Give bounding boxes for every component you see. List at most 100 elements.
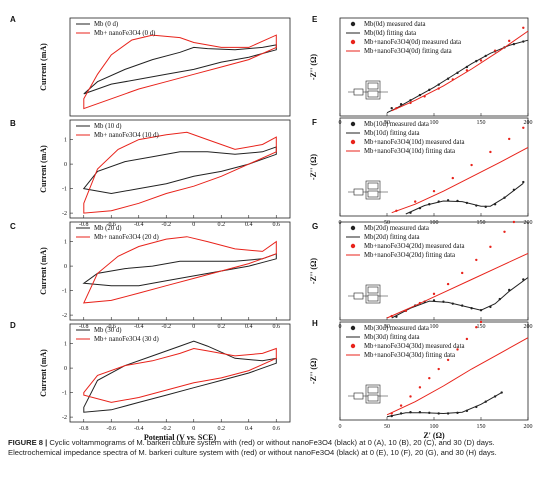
panel-g-circuit-cpe-box (365, 284, 381, 304)
panel-c-axes (69, 221, 291, 321)
panel-h-series-4-line (386, 337, 529, 416)
panel-b-ylabel: Current (mA) (39, 145, 48, 193)
panel-e-series-4-line (391, 30, 529, 112)
panel-b-legend-label: Mb (10 d) (94, 123, 122, 130)
panel-e-legend-label: Mb+nanoFe3O4(0d) measured data (364, 39, 461, 46)
panel-c-xtick-label: -0.8 (79, 324, 89, 330)
caption-text: Cyclic voltammograms of M. barkeri cultu… (8, 438, 497, 458)
panel-c-ytick-label: 0 (64, 264, 67, 270)
panel-h-series-3-point (418, 386, 422, 389)
panel-g-xtick-label: 100 (430, 324, 439, 330)
panel-g-series-3-point (432, 292, 436, 296)
panel-c-ytick-label: -1 (62, 289, 67, 295)
panel-d-series-1-line (83, 340, 277, 413)
panel-c-legend-label: Mb (20 d) (94, 225, 122, 232)
panel-b-ytick-label: 1 (64, 138, 67, 144)
panel-c-letter: C (10, 222, 16, 231)
panel-d-xtick-label: -0.8 (79, 426, 89, 432)
panel-d-ytick-label: -1 (62, 391, 67, 397)
panel-a-series-1-line (83, 44, 277, 95)
panel-a-letter: A (10, 15, 16, 24)
panel-d-xtick-label: -0.4 (134, 426, 144, 432)
panel-d-letter: D (10, 321, 16, 330)
panel-b-ytick-label: 0 (64, 162, 67, 168)
panel-b-legend-label: Mb+ nanoFe3O4 (10 d) (94, 132, 159, 139)
panel-h-legend-swatch (350, 325, 356, 331)
panel-c-ytick-label: -2 (62, 313, 67, 319)
panel-c-ylabel: Current (mA) (39, 247, 48, 295)
panel-f-legend-label: Mb(10d) measured data (364, 121, 429, 128)
panel-f-series-3-point (508, 137, 511, 141)
panel-f-series-1-point (522, 180, 525, 184)
panel-c-xtick-label: 0.6 (273, 324, 281, 330)
panel-e-legend-swatch (350, 21, 356, 27)
panel-h-legend-label: Mb+nanoFe3O4(30d) measured data (364, 343, 464, 350)
panel-b-letter: B (10, 119, 16, 128)
panel-h-circuit-cpe (367, 386, 379, 394)
figure-label: FIGURE 8 | (8, 438, 48, 447)
panel-f-legend-swatch (350, 139, 356, 145)
panel-h-letter: H (312, 319, 318, 328)
panel-h-series-3-point (409, 395, 412, 398)
panel-b-xtick-label: -0.6 (107, 222, 117, 228)
panel-f-circuit-resistor-rs (353, 188, 364, 196)
panel-a-series-2-line (83, 34, 277, 110)
panel-h-legend-swatch (350, 343, 356, 349)
panel-b-ytick-label: -2 (62, 211, 67, 217)
panel-a-axes (69, 17, 291, 117)
panel-h-legend-label: Mb(30d) measured data (364, 325, 429, 332)
panel-h-series-3-point (437, 367, 440, 371)
panel-g-letter: G (312, 222, 318, 231)
panel-b-xtick-label: 0.6 (273, 222, 281, 228)
panel-c-legend-label: Mb+ nanoFe3O4 (20 d) (94, 234, 159, 241)
panel-b-xtick-label: -0.4 (134, 222, 144, 228)
panel-g-ylabel: -Z'' (Ω) (309, 258, 318, 285)
panel-e-series-3-point (465, 69, 469, 72)
panel-h-series-3-point (456, 348, 459, 351)
panel-d-series-2-line (83, 347, 277, 403)
panel-d-axes (69, 323, 291, 423)
panel-a-legend-label: Mb+ nanoFe3O4 (0 d) (94, 30, 155, 37)
panel-d-legend-label: Mb+ nanoFe3O4 (30 d) (94, 336, 159, 343)
panel-f-legend-swatch (350, 121, 356, 127)
panel-d-xtick-label: -0.2 (162, 426, 172, 432)
panel-b-series-2-line (83, 131, 277, 214)
panel-h-series-2-line (386, 392, 502, 418)
panel-g-series-3-point (461, 271, 464, 275)
panel-g-legend-label: Mb+nanoFe3O4(20d) fitting data (364, 252, 455, 259)
panel-d-ytick-label: 1 (64, 342, 67, 348)
panel-e-series-3-point (508, 39, 511, 43)
panel-g-circuit-cpe (367, 286, 379, 294)
panel-e-xtick-label: 150 (477, 120, 486, 126)
panel-c-ytick-label: 1 (64, 240, 67, 246)
panel-e-series-3-point (479, 59, 483, 62)
panel-f-circuit-cpe (367, 182, 379, 190)
panel-g-series-3-point (475, 258, 478, 262)
panel-g-legend-swatch (350, 243, 356, 249)
panel-f-series-3-point (451, 176, 454, 180)
panel-e-circuit-cpe-box (365, 80, 381, 100)
panel-a-ylabel: Current (mA) (39, 43, 48, 91)
panel-g-series-3-point (489, 245, 492, 249)
panel-a-legend-label: Mb (0 d) (94, 21, 118, 28)
panel-g-series-3-point (446, 282, 450, 286)
panel-h-xtick-label: 100 (430, 424, 439, 430)
panel-h-circuit-resistor-rs (353, 392, 364, 400)
panel-d-xlabel: Potential (V vs. SCE) (144, 433, 217, 442)
panel-d-ytick-label: 0 (64, 366, 67, 372)
panel-h-series-3-point (446, 358, 450, 362)
panel-f-series-3-point (414, 200, 417, 203)
panel-e-ylabel: -Z'' (Ω) (309, 54, 318, 81)
panel-e-legend-label: Mb(0d) measured data (364, 21, 426, 28)
panel-f-series-3-point (470, 163, 473, 167)
panel-h-circuit-resistor-rct (367, 394, 379, 402)
panel-d-xtick-label: 0.6 (273, 426, 281, 432)
panel-h-legend-label: Mb+nanoFe3O4(30d) fitting data (364, 352, 455, 359)
panel-g-series-3-point (512, 220, 516, 224)
panel-g-legend-label: Mb+nanoFe3O4(20d) measured data (364, 243, 464, 250)
panel-d-ylabel: Current (mA) (39, 349, 48, 397)
panel-g-xtick-label: 50 (384, 324, 390, 330)
panel-c-xtick-label: 0 (192, 324, 195, 330)
panel-h-series-3-point (479, 320, 483, 324)
